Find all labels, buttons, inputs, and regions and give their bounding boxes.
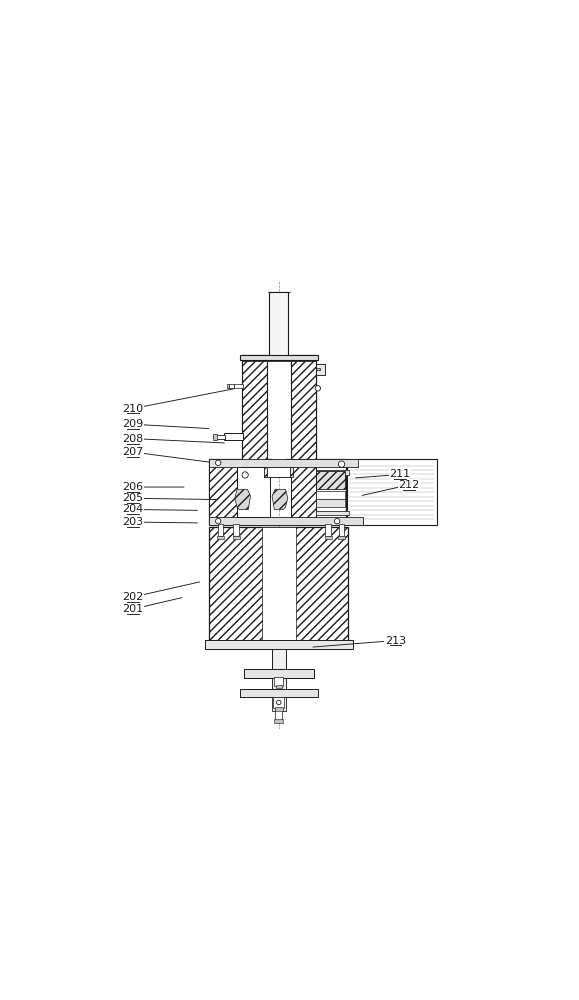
Bar xyxy=(276,685,282,688)
Polygon shape xyxy=(272,489,288,509)
Circle shape xyxy=(242,472,248,478)
Bar xyxy=(209,459,358,467)
Bar xyxy=(269,292,288,357)
Text: 209: 209 xyxy=(122,419,144,429)
Bar xyxy=(291,459,316,525)
Bar xyxy=(347,459,437,525)
Bar xyxy=(265,467,293,477)
Circle shape xyxy=(335,518,340,524)
Bar xyxy=(316,471,345,489)
Bar xyxy=(233,524,239,536)
Bar xyxy=(275,709,283,720)
Text: 202: 202 xyxy=(122,592,144,602)
Text: 210: 210 xyxy=(122,404,144,414)
Bar xyxy=(291,355,316,460)
Bar xyxy=(316,499,345,507)
Bar xyxy=(274,677,283,686)
Text: 206: 206 xyxy=(122,482,144,492)
Bar xyxy=(262,527,296,642)
Text: 203: 203 xyxy=(122,517,144,527)
Bar xyxy=(272,678,286,711)
Bar xyxy=(339,524,345,536)
Bar xyxy=(216,435,225,439)
Text: 211: 211 xyxy=(390,469,411,479)
Circle shape xyxy=(339,461,345,467)
Bar xyxy=(240,355,318,360)
Bar xyxy=(205,640,353,649)
Bar xyxy=(242,355,316,361)
Bar xyxy=(209,517,362,525)
Text: 205: 205 xyxy=(122,493,144,503)
Bar xyxy=(233,536,240,539)
Bar xyxy=(316,364,325,375)
Bar xyxy=(273,697,284,708)
Bar xyxy=(218,524,223,536)
Bar xyxy=(240,689,318,697)
Bar xyxy=(316,511,349,515)
Bar xyxy=(217,536,224,539)
Bar xyxy=(227,384,229,388)
Bar xyxy=(229,384,234,388)
Circle shape xyxy=(215,518,221,524)
Bar xyxy=(272,642,286,689)
Text: 212: 212 xyxy=(398,480,420,490)
Bar xyxy=(275,707,283,711)
Circle shape xyxy=(215,460,221,466)
Bar xyxy=(224,433,243,440)
Bar xyxy=(234,384,243,388)
Bar xyxy=(237,467,270,517)
Bar xyxy=(316,491,345,499)
Bar xyxy=(325,536,332,539)
Bar xyxy=(209,459,237,525)
Polygon shape xyxy=(235,489,251,509)
Text: 213: 213 xyxy=(385,636,406,646)
Circle shape xyxy=(277,700,281,705)
Text: 201: 201 xyxy=(122,604,144,614)
Bar xyxy=(325,524,331,536)
Bar xyxy=(274,719,283,723)
Circle shape xyxy=(315,386,321,391)
Bar xyxy=(316,470,349,475)
Text: 208: 208 xyxy=(122,434,144,444)
Bar xyxy=(338,536,345,539)
Bar xyxy=(213,434,217,440)
Bar xyxy=(244,669,314,678)
Bar xyxy=(242,355,267,460)
Text: 207: 207 xyxy=(122,447,144,457)
Bar xyxy=(272,355,285,460)
Bar xyxy=(267,467,291,477)
Bar xyxy=(209,527,349,642)
Bar xyxy=(316,368,320,370)
Text: 204: 204 xyxy=(122,504,144,514)
